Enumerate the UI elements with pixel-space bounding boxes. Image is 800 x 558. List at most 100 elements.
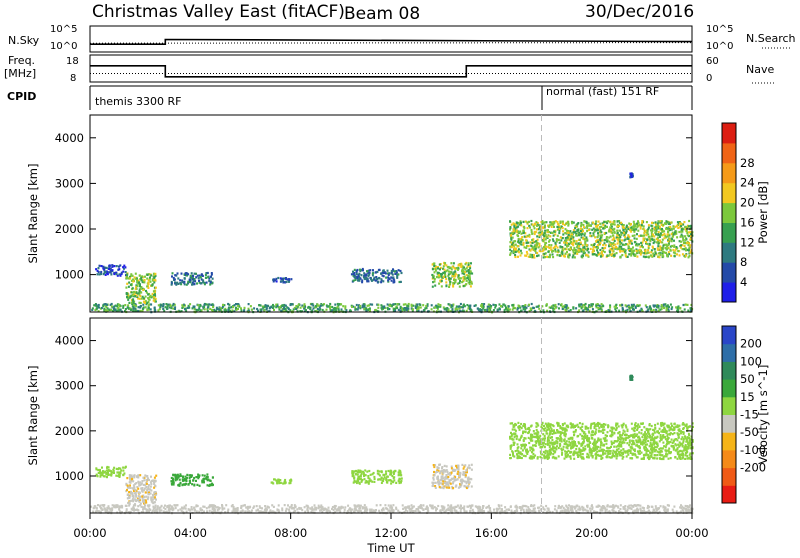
echo-cell bbox=[342, 305, 344, 307]
echo-cell bbox=[392, 303, 394, 305]
echo-cell bbox=[597, 232, 599, 234]
echo-cell bbox=[622, 229, 624, 231]
echo-cell bbox=[572, 256, 574, 258]
echo-cell bbox=[364, 504, 366, 506]
echo-cell bbox=[377, 304, 379, 306]
echo-cell bbox=[175, 476, 177, 478]
echo-cell bbox=[212, 508, 214, 510]
colorbar-tick-label: 16 bbox=[740, 215, 755, 229]
echo-cell bbox=[411, 504, 413, 506]
echo-cell bbox=[235, 508, 237, 510]
echo-cell bbox=[174, 281, 176, 283]
echo-cell bbox=[601, 509, 603, 511]
echo-cell bbox=[133, 508, 135, 510]
echo-cell bbox=[609, 243, 611, 245]
echo-cell bbox=[153, 294, 155, 296]
echo-cell bbox=[477, 507, 479, 509]
echo-cell bbox=[614, 306, 616, 308]
echo-cell bbox=[687, 244, 689, 246]
echo-cell bbox=[150, 499, 152, 501]
echo-cell bbox=[634, 241, 636, 243]
echo-cell bbox=[635, 254, 637, 256]
echo-cell bbox=[645, 230, 647, 232]
echo-cell bbox=[557, 223, 559, 225]
echo-cell bbox=[211, 483, 213, 485]
echo-cell bbox=[572, 308, 574, 310]
echo-cell bbox=[466, 304, 468, 306]
echo-cell bbox=[390, 470, 392, 472]
echo-cell bbox=[382, 275, 384, 277]
echo-cell bbox=[567, 508, 569, 510]
echo-cell bbox=[448, 271, 450, 273]
echo-cell bbox=[511, 244, 513, 246]
echo-cell bbox=[638, 305, 640, 307]
echo-cell bbox=[251, 309, 253, 311]
echo-cell bbox=[133, 304, 135, 306]
echo-cell bbox=[212, 278, 214, 280]
echo-cell bbox=[256, 308, 258, 310]
echo-cell bbox=[361, 274, 363, 276]
echo-cell bbox=[135, 273, 137, 275]
echo-cell bbox=[631, 253, 633, 255]
echo-cell bbox=[142, 304, 144, 306]
echo-cell bbox=[130, 500, 132, 502]
cpid-label: CPID bbox=[7, 90, 36, 103]
echo-cell bbox=[154, 480, 156, 482]
colorbar-swatch bbox=[722, 282, 736, 302]
echo-cell bbox=[622, 308, 624, 310]
echo-cell bbox=[370, 479, 372, 481]
echo-cell bbox=[126, 292, 128, 294]
echo-cell bbox=[680, 236, 682, 238]
echo-cell bbox=[634, 510, 636, 512]
echo-cell bbox=[469, 265, 471, 267]
echo-cell bbox=[99, 273, 101, 275]
echo-cell bbox=[98, 267, 100, 269]
echo-cell bbox=[661, 241, 663, 243]
echo-cell bbox=[177, 272, 179, 274]
echo-cell bbox=[107, 471, 109, 473]
echo-cell bbox=[657, 222, 659, 224]
echo-cell bbox=[653, 235, 655, 237]
echo-cell bbox=[658, 252, 660, 254]
echo-cell bbox=[160, 304, 162, 306]
echo-cell bbox=[370, 474, 372, 476]
echo-cell bbox=[176, 282, 178, 284]
echo-cell bbox=[664, 237, 666, 239]
echo-cell bbox=[139, 290, 141, 292]
echo-cell bbox=[605, 244, 607, 246]
echo-cell bbox=[660, 232, 662, 234]
echo-cell bbox=[364, 509, 366, 511]
echo-cell bbox=[673, 228, 675, 230]
echo-cell bbox=[405, 506, 407, 508]
echo-cell bbox=[205, 272, 207, 274]
echo-cell bbox=[148, 279, 150, 281]
echo-cell bbox=[371, 280, 373, 282]
echo-cell bbox=[543, 232, 545, 234]
echo-cell bbox=[279, 306, 281, 308]
echo-cell bbox=[362, 471, 364, 473]
echo-cell bbox=[185, 273, 187, 275]
echo-cell bbox=[166, 511, 168, 513]
echo-cell bbox=[657, 507, 659, 509]
echo-cell bbox=[126, 283, 128, 285]
echo-cell bbox=[600, 256, 602, 258]
echo-cell bbox=[631, 243, 633, 245]
echo-cell bbox=[627, 243, 629, 245]
echo-cell bbox=[357, 469, 359, 471]
echo-cell bbox=[119, 468, 121, 470]
echo-cell bbox=[449, 281, 451, 283]
echo-cell bbox=[566, 304, 568, 306]
echo-cell bbox=[345, 309, 347, 311]
echo-cell bbox=[577, 242, 579, 244]
echo-cell bbox=[189, 279, 191, 281]
echo-cell bbox=[195, 480, 197, 482]
echo-cell bbox=[206, 282, 208, 284]
echo-cell bbox=[675, 306, 677, 308]
echo-cell bbox=[568, 504, 570, 506]
echo-cell bbox=[626, 230, 628, 232]
echo-cell bbox=[442, 506, 444, 508]
echo-cell bbox=[181, 484, 183, 486]
echo-cell bbox=[524, 236, 526, 238]
echo-cell bbox=[552, 253, 554, 255]
beam-title: Beam 08 bbox=[344, 4, 420, 24]
